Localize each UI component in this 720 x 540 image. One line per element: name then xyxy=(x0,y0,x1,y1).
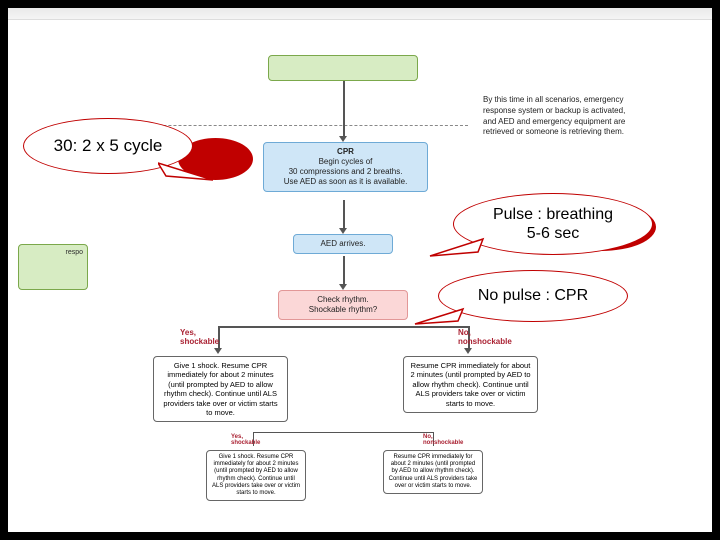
callout-pulse-text: Pulse : breathing 5-6 sec xyxy=(493,205,613,243)
slide: By this time in all scenarios, emergency… xyxy=(8,8,712,532)
node-shock-yes: Give 1 shock. Resume CPR immediately for… xyxy=(153,356,288,422)
callout-cycle-text: 30: 2 x 5 cycle xyxy=(54,136,163,156)
label-no-nonshockable: No,nonshockable xyxy=(458,328,512,346)
callout-tail-icon xyxy=(413,306,468,330)
mini-label-no: No,nonshockable xyxy=(423,434,463,446)
arrowhead-icon xyxy=(464,348,472,354)
mini-label-yes: Yes,shockable xyxy=(231,434,260,446)
node-side-green: respo xyxy=(18,244,88,290)
node-check-rhythm: Check rhythm.Shockable rhythm? xyxy=(278,290,408,320)
callout-tail-icon xyxy=(428,236,488,262)
node-cpr-body: Begin cycles of30 compressions and 2 bre… xyxy=(270,157,421,187)
mini-node-left: Give 1 shock. Resume CPR immediately for… xyxy=(206,450,306,501)
callout-nopulse-text: No pulse : CPR xyxy=(478,286,588,305)
node-shock-no: Resume CPR immediately for about 2 minut… xyxy=(403,356,538,413)
node-aed: AED arrives. xyxy=(293,234,393,254)
arrowhead-icon xyxy=(214,348,222,354)
node-cpr: CPR Begin cycles of30 compressions and 2… xyxy=(263,142,428,192)
side-note: By this time in all scenarios, emergency… xyxy=(483,95,633,138)
connector xyxy=(343,200,345,228)
label-yes-shockable: Yes,shockable xyxy=(180,328,219,346)
connector xyxy=(343,256,345,284)
connector xyxy=(343,81,345,136)
mini-node-right: Resume CPR immediately for about 2 minut… xyxy=(383,450,483,494)
header-band xyxy=(8,8,712,20)
connector xyxy=(253,432,433,433)
callout-tail-icon xyxy=(158,158,228,188)
node-start xyxy=(268,55,418,81)
node-cpr-title: CPR xyxy=(270,147,421,157)
